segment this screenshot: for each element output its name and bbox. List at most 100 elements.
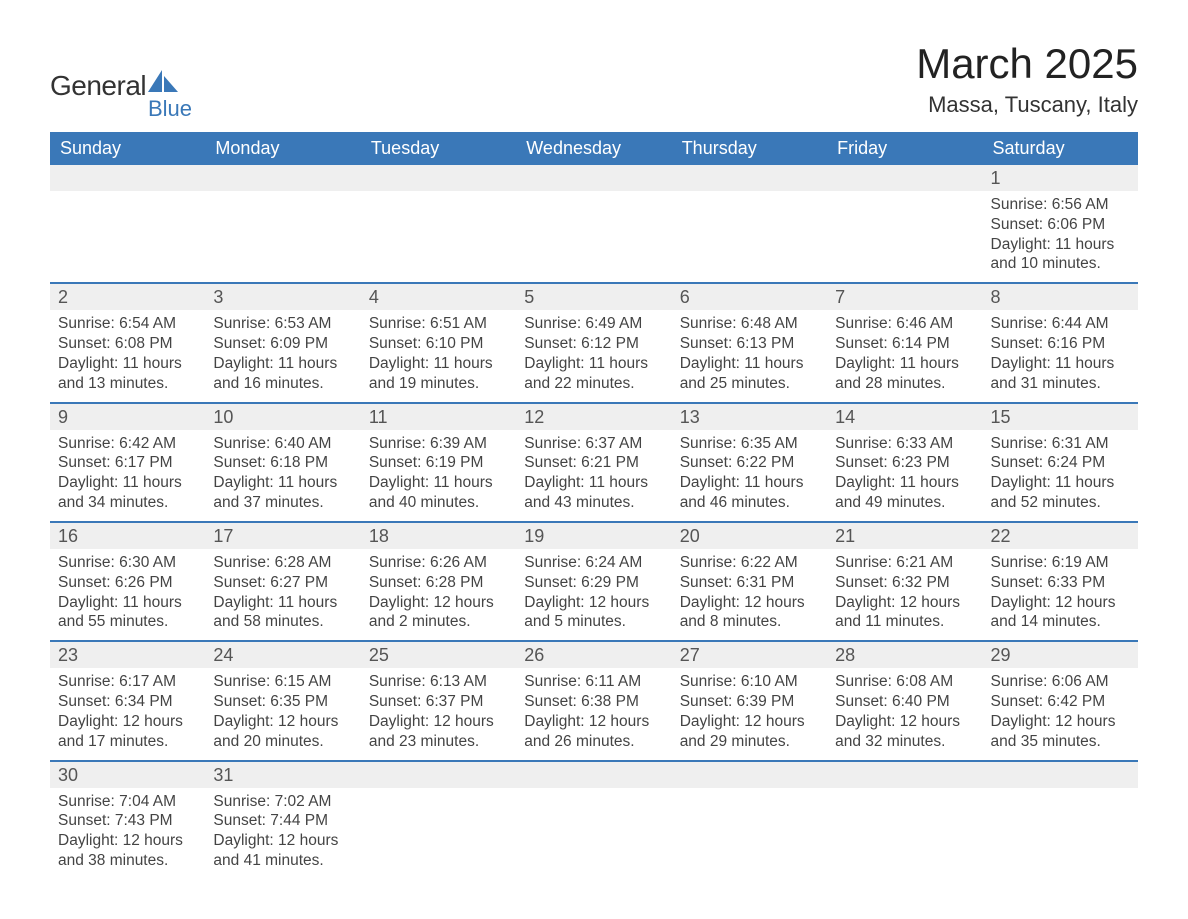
calendar-cell [361,761,516,879]
calendar-cell: 13Sunrise: 6:35 AMSunset: 6:22 PMDayligh… [672,403,827,522]
sunset-line: Sunset: 6:39 PM [680,692,819,712]
day-number: 15 [983,404,1138,430]
weekday-header: Thursday [672,132,827,165]
brand-word-blue: Blue [148,96,192,122]
sunset-line: Sunset: 6:33 PM [991,573,1130,593]
daylight-line: Daylight: 12 hours and 17 minutes. [58,712,197,752]
calendar-cell [983,761,1138,879]
day-data [827,191,982,203]
day-data: Sunrise: 6:19 AMSunset: 6:33 PMDaylight:… [983,549,1138,640]
sunset-line: Sunset: 6:14 PM [835,334,974,354]
calendar-cell: 21Sunrise: 6:21 AMSunset: 6:32 PMDayligh… [827,522,982,641]
calendar-cell [50,165,205,283]
calendar-cell: 24Sunrise: 6:15 AMSunset: 6:35 PMDayligh… [205,641,360,760]
sunset-line: Sunset: 6:06 PM [991,215,1130,235]
day-data: Sunrise: 6:28 AMSunset: 6:27 PMDaylight:… [205,549,360,640]
title-block: March 2025 Massa, Tuscany, Italy [916,40,1138,118]
sunrise-line: Sunrise: 6:21 AM [835,553,974,573]
calendar-cell: 31Sunrise: 7:02 AMSunset: 7:44 PMDayligh… [205,761,360,879]
calendar-cell: 23Sunrise: 6:17 AMSunset: 6:34 PMDayligh… [50,641,205,760]
day-number [361,762,516,788]
day-data [672,788,827,800]
sunset-line: Sunset: 6:13 PM [680,334,819,354]
day-number [516,165,671,191]
brand-logo: General Blue [50,70,192,122]
day-data: Sunrise: 6:15 AMSunset: 6:35 PMDaylight:… [205,668,360,759]
daylight-line: Daylight: 12 hours and 8 minutes. [680,593,819,633]
sunset-line: Sunset: 6:38 PM [524,692,663,712]
day-number: 20 [672,523,827,549]
calendar-cell: 22Sunrise: 6:19 AMSunset: 6:33 PMDayligh… [983,522,1138,641]
sunrise-line: Sunrise: 6:48 AM [680,314,819,334]
calendar-cell: 10Sunrise: 6:40 AMSunset: 6:18 PMDayligh… [205,403,360,522]
sunset-line: Sunset: 6:08 PM [58,334,197,354]
day-number: 3 [205,284,360,310]
day-number: 10 [205,404,360,430]
day-number [516,762,671,788]
calendar-cell: 19Sunrise: 6:24 AMSunset: 6:29 PMDayligh… [516,522,671,641]
daylight-line: Daylight: 11 hours and 52 minutes. [991,473,1130,513]
sunset-line: Sunset: 6:10 PM [369,334,508,354]
day-data: Sunrise: 6:53 AMSunset: 6:09 PMDaylight:… [205,310,360,401]
calendar-cell: 2Sunrise: 6:54 AMSunset: 6:08 PMDaylight… [50,283,205,402]
day-number: 19 [516,523,671,549]
sunrise-line: Sunrise: 6:46 AM [835,314,974,334]
sunset-line: Sunset: 6:17 PM [58,453,197,473]
month-title: March 2025 [916,40,1138,88]
day-data: Sunrise: 6:22 AMSunset: 6:31 PMDaylight:… [672,549,827,640]
calendar-cell [205,165,360,283]
header-row: General Blue March 2025 Massa, Tuscany, … [50,40,1138,122]
day-data [361,788,516,800]
sunset-line: Sunset: 6:31 PM [680,573,819,593]
daylight-line: Daylight: 11 hours and 58 minutes. [213,593,352,633]
day-data [50,191,205,203]
sunset-line: Sunset: 6:16 PM [991,334,1130,354]
sunrise-line: Sunrise: 7:04 AM [58,792,197,812]
calendar-cell [827,165,982,283]
day-number: 1 [983,165,1138,191]
day-number [672,165,827,191]
daylight-line: Daylight: 11 hours and 37 minutes. [213,473,352,513]
calendar-cell: 8Sunrise: 6:44 AMSunset: 6:16 PMDaylight… [983,283,1138,402]
sunrise-line: Sunrise: 6:33 AM [835,434,974,454]
day-data [516,788,671,800]
day-data: Sunrise: 6:10 AMSunset: 6:39 PMDaylight:… [672,668,827,759]
calendar-cell: 18Sunrise: 6:26 AMSunset: 6:28 PMDayligh… [361,522,516,641]
day-number: 27 [672,642,827,668]
calendar-cell: 26Sunrise: 6:11 AMSunset: 6:38 PMDayligh… [516,641,671,760]
daylight-line: Daylight: 12 hours and 11 minutes. [835,593,974,633]
daylight-line: Daylight: 12 hours and 32 minutes. [835,712,974,752]
calendar-cell: 7Sunrise: 6:46 AMSunset: 6:14 PMDaylight… [827,283,982,402]
calendar-cell: 3Sunrise: 6:53 AMSunset: 6:09 PMDaylight… [205,283,360,402]
day-data: Sunrise: 6:35 AMSunset: 6:22 PMDaylight:… [672,430,827,521]
sunset-line: Sunset: 6:21 PM [524,453,663,473]
calendar-week: 1Sunrise: 6:56 AMSunset: 6:06 PMDaylight… [50,165,1138,283]
day-number: 11 [361,404,516,430]
sunset-line: Sunset: 6:40 PM [835,692,974,712]
sunrise-line: Sunrise: 6:13 AM [369,672,508,692]
sunset-line: Sunset: 6:32 PM [835,573,974,593]
daylight-line: Daylight: 12 hours and 41 minutes. [213,831,352,871]
sunrise-line: Sunrise: 6:42 AM [58,434,197,454]
calendar-cell [827,761,982,879]
daylight-line: Daylight: 12 hours and 35 minutes. [991,712,1130,752]
day-data [827,788,982,800]
day-number: 28 [827,642,982,668]
calendar-cell: 12Sunrise: 6:37 AMSunset: 6:21 PMDayligh… [516,403,671,522]
day-data [516,191,671,203]
calendar-cell: 30Sunrise: 7:04 AMSunset: 7:43 PMDayligh… [50,761,205,879]
daylight-line: Daylight: 11 hours and 46 minutes. [680,473,819,513]
sunrise-line: Sunrise: 6:56 AM [991,195,1130,215]
sunrise-line: Sunrise: 6:53 AM [213,314,352,334]
sunset-line: Sunset: 6:19 PM [369,453,508,473]
day-data: Sunrise: 6:26 AMSunset: 6:28 PMDaylight:… [361,549,516,640]
calendar-cell: 1Sunrise: 6:56 AMSunset: 6:06 PMDaylight… [983,165,1138,283]
day-data: Sunrise: 7:02 AMSunset: 7:44 PMDaylight:… [205,788,360,879]
day-number: 5 [516,284,671,310]
calendar-cell: 6Sunrise: 6:48 AMSunset: 6:13 PMDaylight… [672,283,827,402]
day-data: Sunrise: 6:33 AMSunset: 6:23 PMDaylight:… [827,430,982,521]
sunset-line: Sunset: 6:35 PM [213,692,352,712]
daylight-line: Daylight: 11 hours and 55 minutes. [58,593,197,633]
calendar-week: 16Sunrise: 6:30 AMSunset: 6:26 PMDayligh… [50,522,1138,641]
location-subtitle: Massa, Tuscany, Italy [916,92,1138,118]
